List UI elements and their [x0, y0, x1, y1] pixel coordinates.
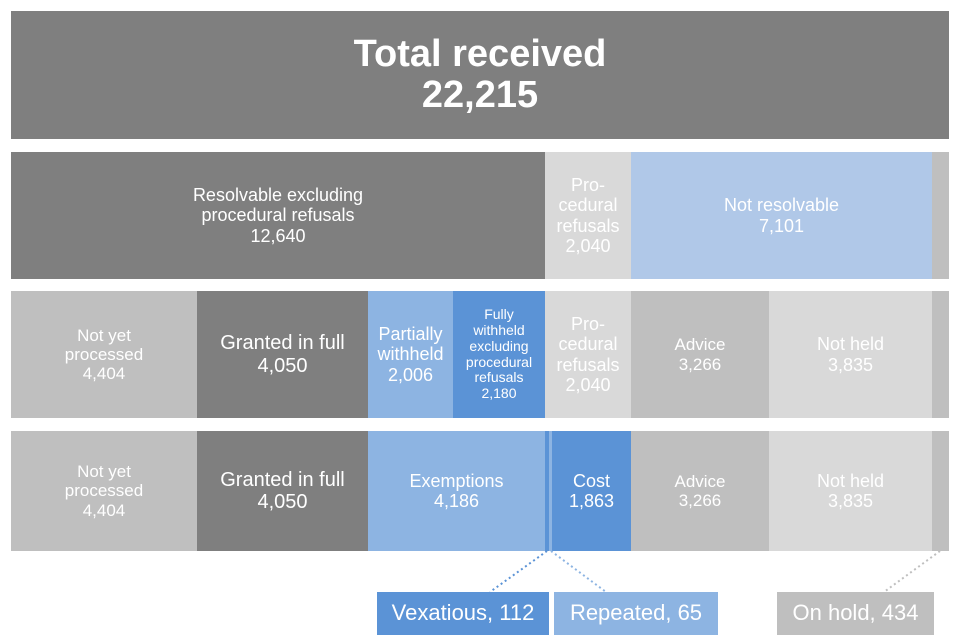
- on-hold-sliver: [932, 152, 949, 279]
- advice-block: Advice 3,266: [631, 291, 769, 418]
- vexatious-callout: Vexatious, 112: [377, 592, 549, 635]
- not-yet-processed-label: Not yet processed: [64, 325, 144, 364]
- advice-label: Advice: [674, 335, 726, 355]
- advice-value-3: 3,266: [678, 491, 722, 510]
- on-hold-sliver-3: [932, 431, 949, 551]
- on-hold-sliver-2: [932, 291, 949, 418]
- advice-value: 3,266: [678, 354, 722, 374]
- total-received-block: Total received 22,215: [11, 11, 949, 139]
- fully-withheld-value: 2,180: [481, 384, 517, 401]
- not-yet-processed-value: 4,404: [82, 364, 126, 384]
- repeated-callout-text: Repeated, 65: [569, 600, 703, 626]
- resolvable-value: 12,640: [250, 225, 306, 246]
- procedural-refusals-block: Pro-cedural refusals 2,040: [545, 152, 631, 279]
- on-hold-connector: [883, 550, 941, 593]
- partially-withheld-value: 2,006: [387, 364, 434, 385]
- not-held-label-3: Not held: [816, 470, 885, 491]
- fully-withheld-block: Fully withheld excluding procedural refu…: [453, 291, 545, 418]
- not-yet-processed-label-3: Not yet processed: [64, 462, 144, 501]
- not-held-label: Not held: [816, 334, 885, 355]
- cost-block: Cost 1,863: [552, 431, 631, 551]
- not-held-block: Not held 3,835: [769, 291, 932, 418]
- repeated-callout: Repeated, 65: [554, 592, 718, 635]
- procedural-refusals-block-2: Pro-cedural refusals 2,040: [545, 291, 631, 418]
- on-hold-callout: On hold, 434: [777, 592, 934, 635]
- vexatious-sliver: [545, 431, 549, 551]
- not-held-value-3: 3,835: [827, 491, 874, 511]
- on-hold-callout-text: On hold, 434: [792, 600, 919, 626]
- total-received-label: Total received: [353, 32, 607, 75]
- not-resolvable-label: Not resolvable: [723, 195, 840, 216]
- partially-withheld-label: Partially withheld: [377, 324, 444, 365]
- granted-in-full-value: 4,050: [257, 354, 308, 377]
- granted-in-full-block-3: Granted in full 4,050: [197, 431, 368, 551]
- resolvable-label: Resolvable excluding procedural refusals: [192, 185, 364, 226]
- fully-withheld-label: Fully withheld excluding procedural refu…: [465, 306, 533, 386]
- repeated-connector: [550, 550, 607, 593]
- procedural-refusals-label: Pro-cedural refusals: [556, 175, 620, 236]
- vexatious-callout-text: Vexatious, 112: [391, 600, 535, 626]
- vexatious-connector: [489, 550, 548, 593]
- exemptions-label: Exemptions: [409, 470, 504, 491]
- granted-in-full-label-3: Granted in full: [220, 468, 345, 491]
- not-held-value: 3,835: [827, 354, 874, 375]
- advice-block-3: Advice 3,266: [631, 431, 769, 551]
- procedural-refusals-value-2: 2,040: [565, 374, 611, 395]
- granted-in-full-value-3: 4,050: [257, 491, 308, 513]
- not-yet-processed-block: Not yet processed 4,404: [11, 291, 197, 418]
- cost-value: 1,863: [568, 491, 615, 511]
- not-held-block-3: Not held 3,835: [769, 431, 932, 551]
- not-resolvable-block: Not resolvable 7,101: [631, 152, 932, 279]
- procedural-refusals-value: 2,040: [565, 235, 611, 256]
- procedural-refusals-label-2: Pro-cedural refusals: [556, 314, 620, 375]
- granted-in-full-block: Granted in full 4,050: [197, 291, 368, 418]
- repeated-sliver: [549, 431, 552, 551]
- not-yet-processed-block-3: Not yet processed 4,404: [11, 431, 197, 551]
- exemptions-value: 4,186: [433, 491, 480, 511]
- exemptions-block: Exemptions 4,186: [368, 431, 545, 551]
- advice-label-3: Advice: [674, 471, 726, 491]
- granted-in-full-label: Granted in full: [220, 332, 345, 355]
- not-yet-processed-value-3: 4,404: [82, 500, 126, 520]
- cost-label: Cost: [572, 470, 610, 491]
- total-received-value: 22,215: [421, 74, 539, 116]
- not-resolvable-value: 7,101: [758, 215, 805, 236]
- resolvable-block: Resolvable excluding procedural refusals…: [11, 152, 545, 279]
- partially-withheld-block: Partially withheld 2,006: [368, 291, 453, 418]
